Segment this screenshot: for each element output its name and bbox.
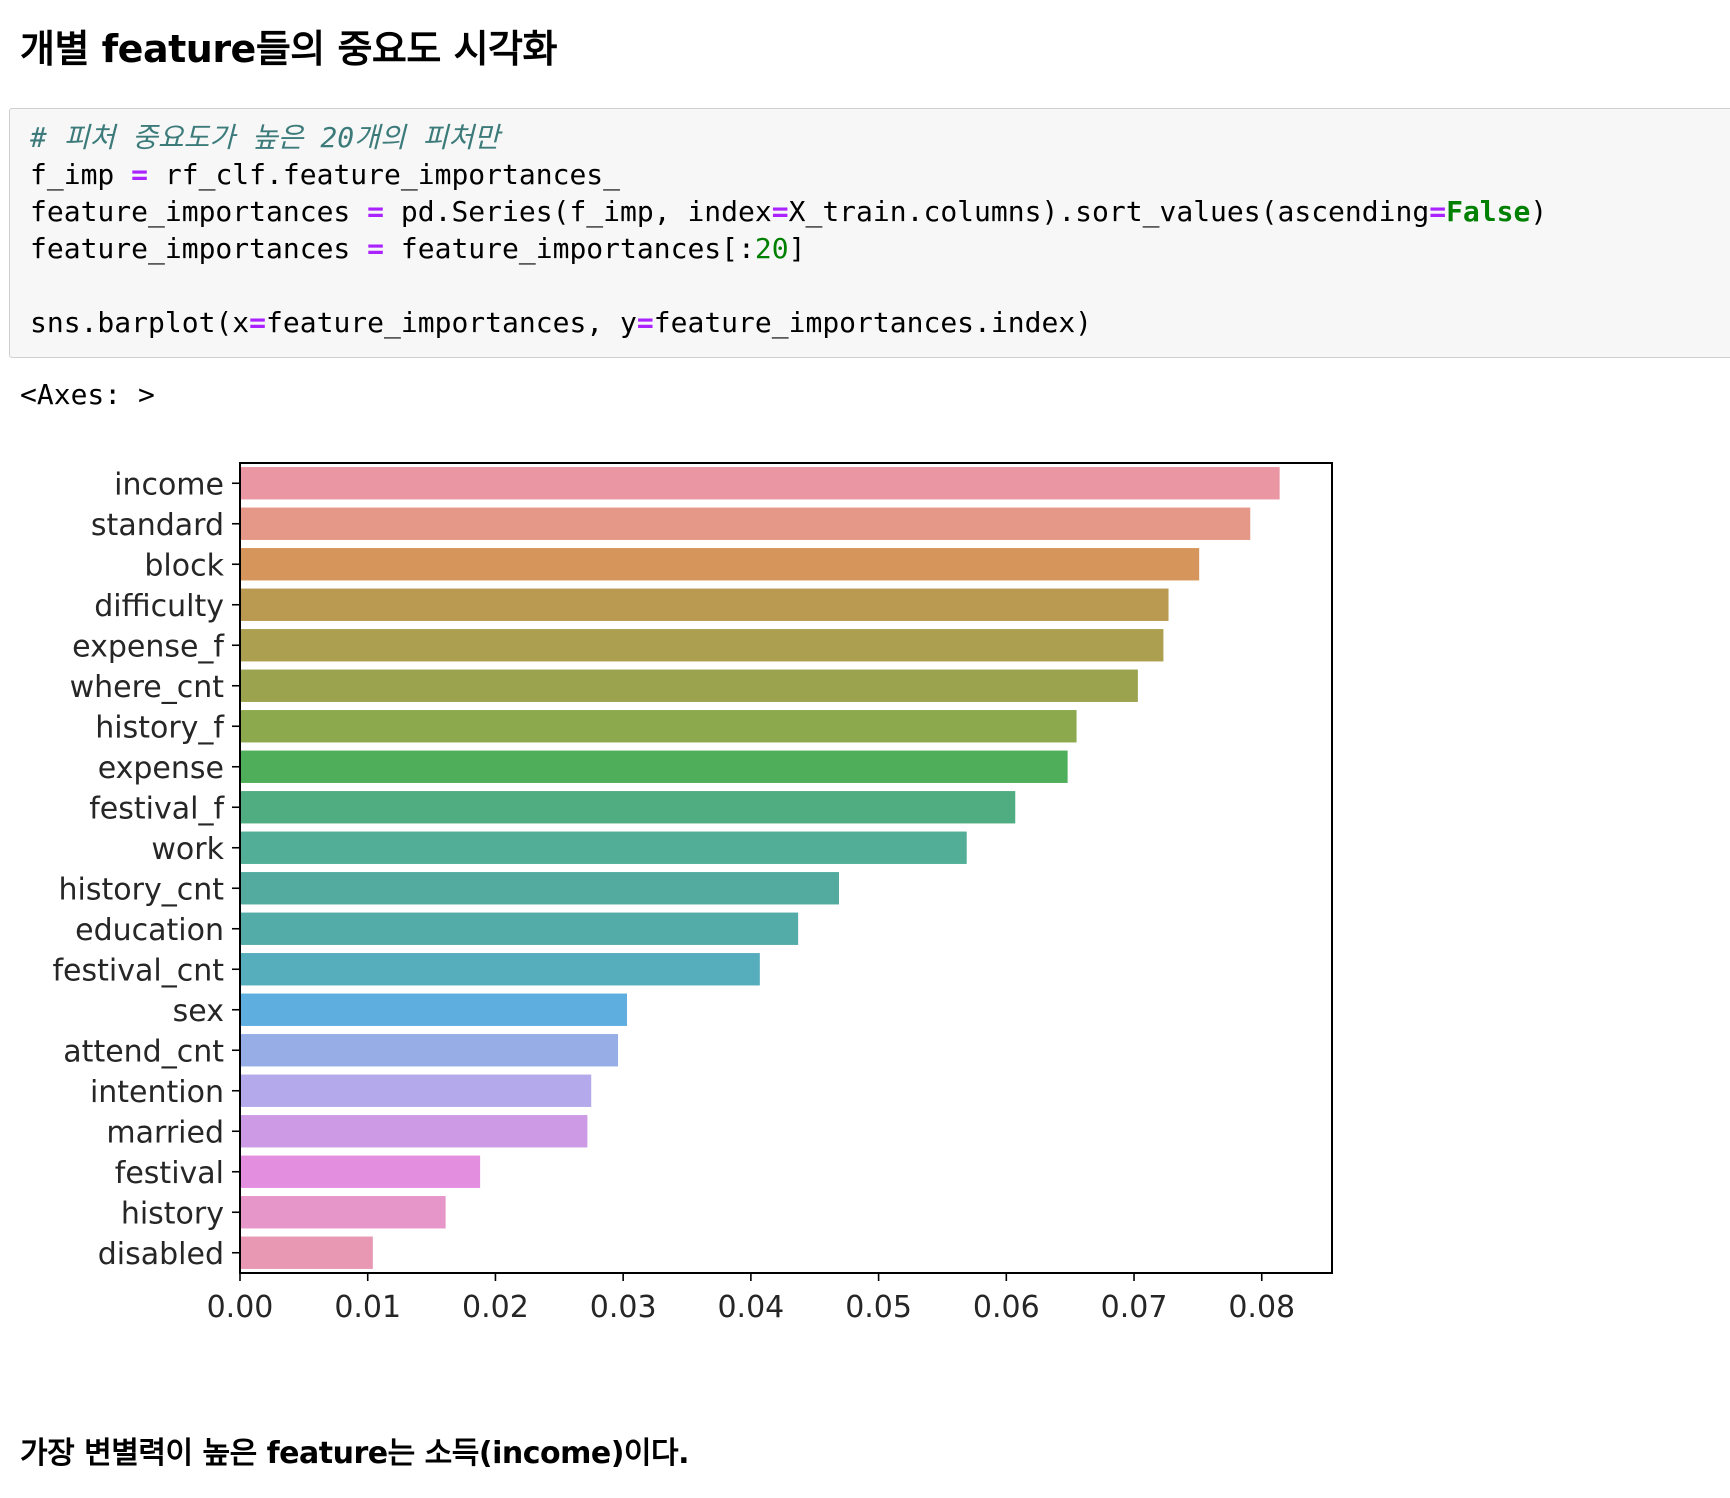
code-number: 20 <box>754 232 789 265</box>
y-tick-label: festival_cnt <box>53 953 225 988</box>
code-token: ] <box>788 232 806 265</box>
y-tick-label: attend_cnt <box>63 1034 224 1069</box>
bar-history <box>240 1196 446 1229</box>
x-tick-label: 0.04 <box>717 1290 784 1325</box>
x-tick-label: 0.00 <box>207 1290 274 1325</box>
code-token: f_imp <box>30 158 132 191</box>
x-tick-label: 0.07 <box>1101 1290 1168 1325</box>
code-token: rf_clf.feature_importances_ <box>148 158 621 191</box>
code-token: feature_importances[: <box>384 232 755 265</box>
x-tick-label: 0.08 <box>1228 1290 1295 1325</box>
code-operator: = <box>131 158 149 191</box>
y-tick-label: sex <box>173 994 224 1029</box>
y-tick-label: festival_f <box>89 791 225 826</box>
y-tick-label: education <box>75 913 224 948</box>
bar-disabled <box>240 1236 373 1269</box>
code-operator: = <box>367 195 385 228</box>
x-tick-label: 0.01 <box>334 1290 401 1325</box>
x-tick-label: 0.02 <box>462 1290 529 1325</box>
code-token: pd.Series(f_imp, index <box>384 195 772 228</box>
code-keyword: False <box>1446 195 1531 228</box>
y-tick-label: expense_f <box>72 629 225 664</box>
x-tick-label: 0.03 <box>590 1290 657 1325</box>
y-tick-label: standard <box>91 508 224 543</box>
y-tick-label: married <box>106 1115 224 1150</box>
section-heading: 개별 feature들의 중요도 시각화 <box>20 27 557 71</box>
bar-sex <box>240 993 627 1026</box>
y-tick-label: history <box>121 1196 224 1231</box>
bar-where-cnt <box>240 669 1138 702</box>
bar-expense-f <box>240 629 1164 662</box>
bar-expense <box>240 750 1068 783</box>
bar-income <box>240 467 1280 500</box>
code-operator: = <box>771 195 789 228</box>
code-token: ) <box>1530 195 1548 228</box>
feature-importance-bar-chart: income standard block difficulty expense_fwh… <box>53 462 1333 1325</box>
x-tick-label: 0.06 <box>973 1290 1040 1325</box>
code-operator: = <box>1429 195 1447 228</box>
code-comment: # 피처 중요도가 높은 20개의 피처만 <box>30 121 500 154</box>
y-tick-label: history_cnt <box>59 872 225 907</box>
y-tick-label: income <box>114 467 224 502</box>
x-tick-label: 0.05 <box>845 1290 912 1325</box>
bar-block <box>240 548 1200 581</box>
y-tick-label: difficulty <box>94 589 224 624</box>
y-tick-label: history_f <box>95 710 225 745</box>
code-token: sns.barplot(x <box>30 306 250 339</box>
code-operator: = <box>636 306 654 339</box>
y-tick-label: block <box>144 548 224 583</box>
bar-history-f <box>240 710 1077 743</box>
bar-festival <box>240 1155 481 1188</box>
y-tick-label: festival <box>115 1156 224 1191</box>
bar-festival-cnt <box>240 953 760 986</box>
code-editor[interactable]: # 피처 중요도가 높은 20개의 피처만 f_imp = rf_clf.fea… <box>30 119 1547 341</box>
bar-difficulty <box>240 588 1169 621</box>
bar-married <box>240 1115 588 1148</box>
bar-attend-cnt <box>240 1034 619 1067</box>
bar-standard <box>240 507 1251 540</box>
bar-festival-f <box>240 791 1016 824</box>
code-token: X_train.columns).sort_values(ascending <box>788 195 1430 228</box>
conclusion-text: 가장 변별력이 높은 feature는 소득(income)이다. <box>20 1436 690 1471</box>
y-tick-label: intention <box>90 1075 224 1110</box>
code-operator: = <box>249 306 267 339</box>
bar-history-cnt <box>240 872 840 905</box>
bar-intention <box>240 1074 592 1107</box>
code-token: feature_importances <box>30 195 368 228</box>
bar-work <box>240 831 967 864</box>
y-tick-label: disabled <box>98 1237 224 1272</box>
y-tick-label: expense <box>98 751 224 786</box>
code-token: feature_importances, y <box>266 306 637 339</box>
code-operator: = <box>367 232 385 265</box>
y-tick-label: work <box>151 832 224 867</box>
cell-output-text: <Axes: > <box>20 378 155 411</box>
code-token: feature_importances <box>30 232 368 265</box>
code-token: feature_importances.index) <box>653 306 1093 339</box>
bar-education <box>240 912 799 945</box>
code-cell[interactable]: # 피처 중요도가 높은 20개의 피처만 f_imp = rf_clf.fea… <box>9 108 1730 358</box>
plot-frame <box>239 462 1333 1274</box>
y-tick-label: where_cnt <box>70 670 225 705</box>
